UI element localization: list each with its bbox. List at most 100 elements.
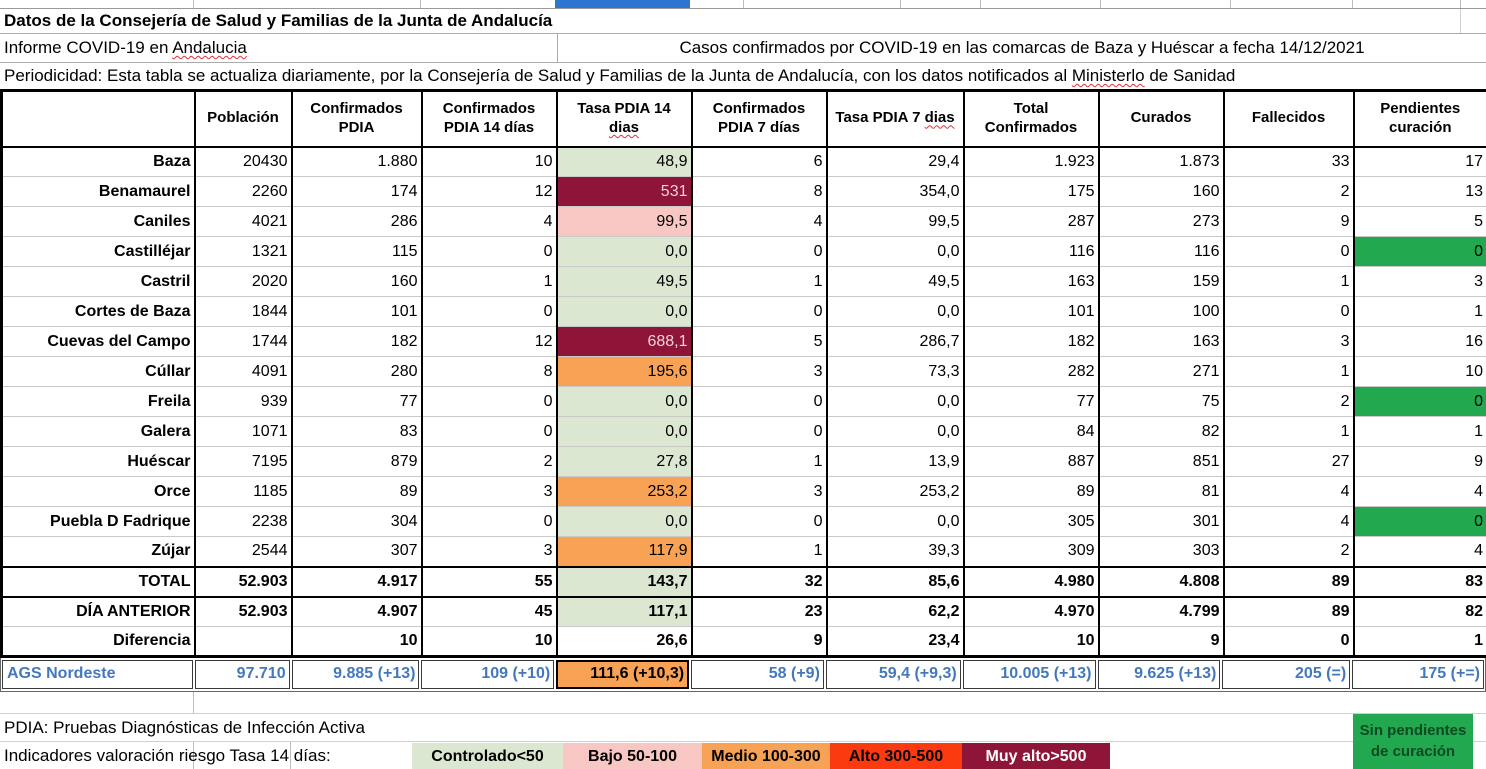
cell-tasa_pdia_7[interactable]: 39,3 xyxy=(825,536,965,567)
cell-total_confirmados[interactable]: 182 xyxy=(962,326,1100,357)
cell-confirmados_pdia_14[interactable]: 45 xyxy=(420,595,558,627)
cell-poblacion[interactable]: 939 xyxy=(193,386,293,417)
cell-poblacion[interactable]: 20430 xyxy=(193,146,293,177)
ags-cell-fallecidos[interactable]: 205 (=) xyxy=(1222,660,1351,689)
casos-cell[interactable]: Casos confirmados por COVID-19 en las co… xyxy=(558,34,1486,62)
cell-tasa_pdia_14[interactable]: 0,0 xyxy=(555,416,693,447)
cell-fallecidos[interactable]: 9 xyxy=(1222,206,1355,237)
cell-fallecidos[interactable]: 89 xyxy=(1222,595,1355,627)
cell-tasa_pdia_7[interactable]: 99,5 xyxy=(825,206,965,237)
cell-tasa_pdia_14[interactable]: 253,2 xyxy=(555,476,693,507)
cell-tasa_pdia_14[interactable]: 688,1 xyxy=(555,326,693,357)
col-header-tasa_pdia_7[interactable]: Tasa PDIA 7 dias xyxy=(825,89,965,148)
cell-tasa_pdia_14[interactable]: 0,0 xyxy=(555,386,693,417)
cell-confirmados_pdia[interactable]: 307 xyxy=(290,536,423,567)
cell-fallecidos[interactable]: 1 xyxy=(1222,356,1355,387)
cell-confirmados_pdia_7[interactable]: 9 xyxy=(690,626,828,657)
cell-total_confirmados[interactable]: 101 xyxy=(962,296,1100,327)
col-header-poblacion[interactable]: Población xyxy=(193,89,293,148)
cell-confirmados_pdia_14[interactable]: 3 xyxy=(420,536,558,567)
cell-confirmados_pdia[interactable]: 4.917 xyxy=(290,565,423,597)
cell-tasa_pdia_7[interactable]: 0,0 xyxy=(825,416,965,447)
cell-total_confirmados[interactable]: 89 xyxy=(962,476,1100,507)
col-header-total_confirmados[interactable]: Total Confirmados xyxy=(962,89,1100,148)
row-label[interactable]: Caniles xyxy=(0,206,196,237)
cell-total_confirmados[interactable]: 887 xyxy=(962,446,1100,477)
cell-confirmados_pdia[interactable]: 879 xyxy=(290,446,423,477)
cell-confirmados_pdia[interactable]: 182 xyxy=(290,326,423,357)
col-header-fallecidos[interactable]: Fallecidos xyxy=(1222,89,1355,148)
ags-cell-confirmados_pdia[interactable]: 9.885 (+13) xyxy=(291,660,420,689)
cell-confirmados_pdia_14[interactable]: 3 xyxy=(420,476,558,507)
cell-poblacion[interactable]: 7195 xyxy=(193,446,293,477)
cell-fallecidos[interactable]: 1 xyxy=(1222,266,1355,297)
cell-confirmados_pdia_7[interactable]: 3 xyxy=(690,476,828,507)
cell-curados[interactable]: 75 xyxy=(1097,386,1225,417)
cell-pendientes_curacion[interactable]: 17 xyxy=(1352,146,1486,177)
cell-total_confirmados[interactable]: 10 xyxy=(962,626,1100,657)
cell-total_confirmados[interactable]: 4.980 xyxy=(962,565,1100,597)
cell-confirmados_pdia_14[interactable]: 0 xyxy=(420,236,558,267)
cell-pendientes_curacion[interactable]: 1 xyxy=(1352,626,1486,657)
cell-poblacion[interactable]: 52.903 xyxy=(193,565,293,597)
cell-tasa_pdia_7[interactable]: 85,6 xyxy=(825,565,965,597)
cell-confirmados_pdia_14[interactable]: 12 xyxy=(420,326,558,357)
cell-fallecidos[interactable]: 0 xyxy=(1222,626,1355,657)
ags-cell-confirmados_pdia_14[interactable]: 109 (+10) xyxy=(421,660,555,689)
cell-fallecidos[interactable]: 4 xyxy=(1222,506,1355,537)
cell-confirmados_pdia[interactable]: 174 xyxy=(290,176,423,207)
cell-confirmados_pdia_14[interactable]: 10 xyxy=(420,146,558,177)
ags-cell-poblacion[interactable]: 97.710 xyxy=(194,660,290,689)
cell-tasa_pdia_7[interactable]: 0,0 xyxy=(825,506,965,537)
sheet-title-cell[interactable]: Datos de la Consejería de Salud y Famili… xyxy=(0,9,1486,34)
cell-confirmados_pdia_7[interactable]: 0 xyxy=(690,506,828,537)
row-label[interactable]: Cuevas del Campo xyxy=(0,326,196,357)
cell-tasa_pdia_14[interactable]: 26,6 xyxy=(555,626,693,657)
cell-tasa_pdia_14[interactable]: 0,0 xyxy=(555,236,693,267)
cell-tasa_pdia_7[interactable]: 23,4 xyxy=(825,626,965,657)
col-header-tasa_pdia_14[interactable]: Tasa PDIA 14 dias xyxy=(555,89,693,148)
cell-pendientes_curacion[interactable]: 5 xyxy=(1352,206,1486,237)
cell-tasa_pdia_7[interactable]: 49,5 xyxy=(825,266,965,297)
pdia-note-cell[interactable]: PDIA: Pruebas Diagnósticas de Infección … xyxy=(0,714,1486,742)
cell-total_confirmados[interactable]: 77 xyxy=(962,386,1100,417)
row-label[interactable]: Benamaurel xyxy=(0,176,196,207)
cell-curados[interactable]: 1.873 xyxy=(1097,146,1225,177)
cell-confirmados_pdia_14[interactable]: 4 xyxy=(420,206,558,237)
cell-confirmados_pdia_14[interactable]: 0 xyxy=(420,506,558,537)
cell-pendientes_curacion[interactable]: 4 xyxy=(1352,536,1486,567)
cell-total_confirmados[interactable]: 84 xyxy=(962,416,1100,447)
cell-confirmados_pdia_7[interactable]: 0 xyxy=(690,236,828,267)
cell-confirmados_pdia_7[interactable]: 3 xyxy=(690,356,828,387)
cell-poblacion[interactable]: 4091 xyxy=(193,356,293,387)
cell-tasa_pdia_14[interactable]: 143,7 xyxy=(555,565,693,597)
cell-poblacion[interactable]: 2020 xyxy=(193,266,293,297)
cell-fallecidos[interactable]: 27 xyxy=(1222,446,1355,477)
cell-pendientes_curacion[interactable]: 0 xyxy=(1352,386,1486,417)
cell-tasa_pdia_14[interactable]: 531 xyxy=(555,176,693,207)
cell-tasa_pdia_14[interactable]: 0,0 xyxy=(555,296,693,327)
cell-tasa_pdia_7[interactable]: 62,2 xyxy=(825,595,965,627)
cell-pendientes_curacion[interactable]: 0 xyxy=(1352,506,1486,537)
cell-fallecidos[interactable]: 2 xyxy=(1222,536,1355,567)
cell-total_confirmados[interactable]: 309 xyxy=(962,536,1100,567)
cell-curados[interactable]: 301 xyxy=(1097,506,1225,537)
cell-confirmados_pdia_7[interactable]: 5 xyxy=(690,326,828,357)
cell-total_confirmados[interactable]: 163 xyxy=(962,266,1100,297)
cell-curados[interactable]: 82 xyxy=(1097,416,1225,447)
cell-pendientes_curacion[interactable]: 1 xyxy=(1352,416,1486,447)
cell-curados[interactable]: 81 xyxy=(1097,476,1225,507)
ags-cell-total_confirmados[interactable]: 10.005 (+13) xyxy=(962,660,1096,689)
col-header-confirmados_pdia[interactable]: Confirmados PDIA xyxy=(290,89,423,148)
cell-confirmados_pdia[interactable]: 89 xyxy=(290,476,423,507)
cell-pendientes_curacion[interactable]: 82 xyxy=(1352,595,1486,627)
cell-poblacion[interactable]: 4021 xyxy=(193,206,293,237)
cell-confirmados_pdia_14[interactable]: 55 xyxy=(420,565,558,597)
empty-row[interactable] xyxy=(0,692,1486,714)
cell-tasa_pdia_7[interactable]: 0,0 xyxy=(825,236,965,267)
cell-confirmados_pdia_7[interactable]: 0 xyxy=(690,416,828,447)
cell-curados[interactable]: 303 xyxy=(1097,536,1225,567)
cell-tasa_pdia_14[interactable]: 117,9 xyxy=(555,536,693,567)
cell-confirmados_pdia_7[interactable]: 0 xyxy=(690,296,828,327)
cell-confirmados_pdia_7[interactable]: 1 xyxy=(690,266,828,297)
